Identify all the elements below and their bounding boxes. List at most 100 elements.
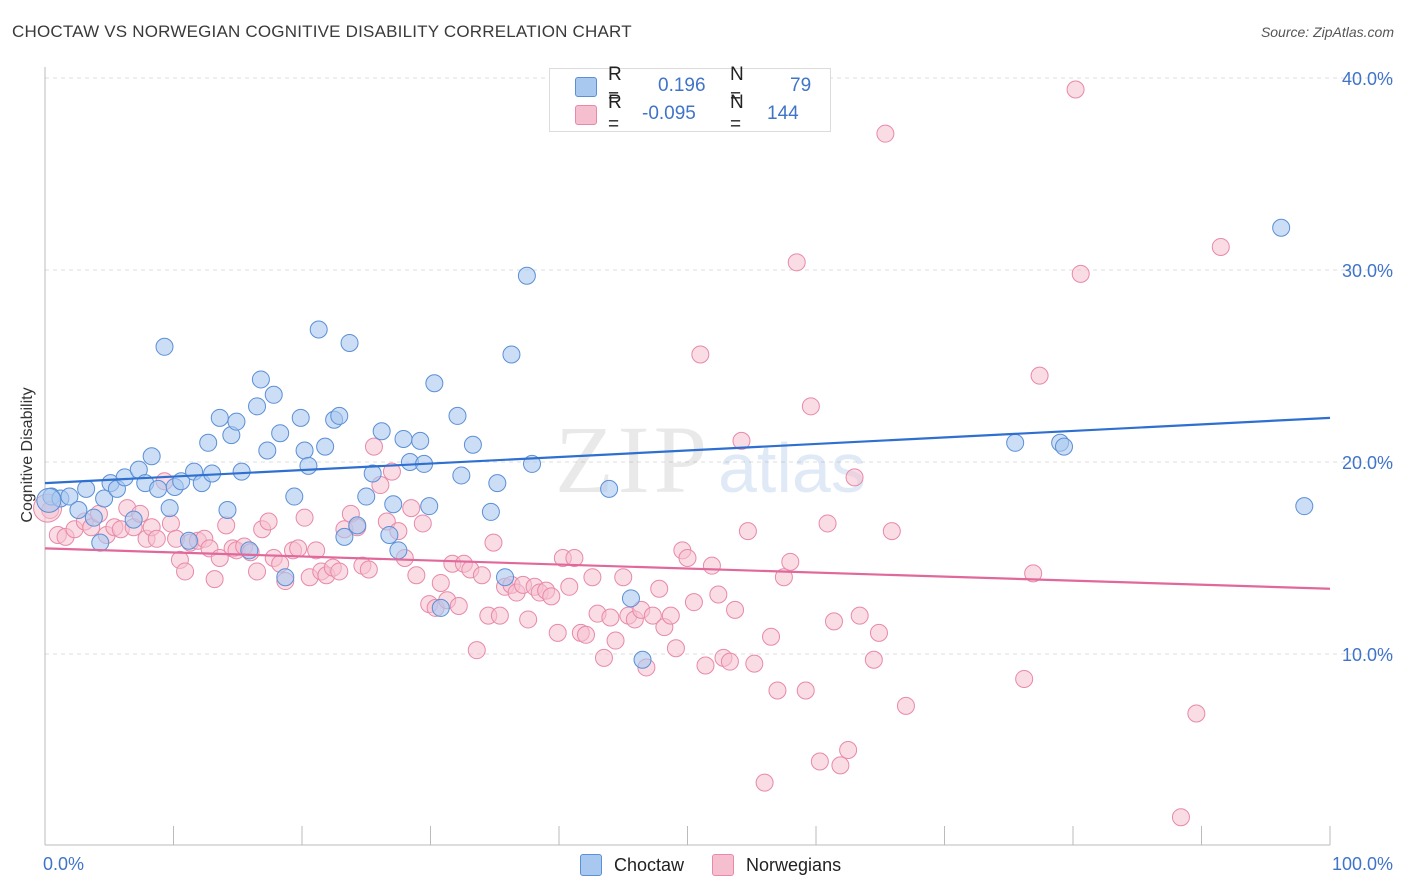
norwegian-point (781, 552, 800, 571)
choctaw-point (115, 468, 134, 487)
choctaw-point (271, 424, 290, 443)
norwegian-point (259, 512, 278, 531)
norwegian-point (696, 656, 715, 675)
norwegian-point (869, 623, 888, 642)
choctaw-point (633, 650, 652, 669)
norwegian-point (217, 516, 236, 535)
norwegian-point (810, 752, 829, 771)
y-tick-label: 10.0% (1342, 645, 1393, 665)
legend-n-label: N = (730, 92, 744, 135)
norwegian-point (666, 639, 685, 658)
norwegian-point (845, 468, 864, 487)
choctaw-point (69, 501, 88, 519)
norwegian-point (650, 579, 669, 598)
norwegian-point (449, 597, 468, 615)
legend-norwegians-label: Norwegians (746, 854, 842, 875)
norwegian-point (1066, 80, 1085, 99)
choctaw-point (340, 333, 359, 352)
norwegian-point (176, 562, 195, 581)
choctaw-point (258, 441, 277, 460)
choctaw-point (251, 370, 270, 389)
norwegian-point (762, 627, 781, 646)
norwegian-point (684, 593, 703, 612)
norwegian-point (147, 529, 166, 548)
choctaw-point (36, 487, 62, 513)
correlation-legend: R = 0.196 N = 79 R = -0.095 N = 144 (549, 64, 831, 135)
choctaw-point (330, 406, 349, 425)
norwegian-point (768, 681, 787, 700)
norwegian-point (1171, 808, 1190, 827)
choctaw-point (160, 499, 179, 518)
series-legend: Choctaw Norwegians (580, 852, 869, 878)
norwegian-point (738, 522, 757, 541)
x-tick-labels: 0.0% 100.0% (43, 854, 1393, 874)
choctaw-point (84, 508, 103, 527)
axes (44, 67, 1331, 846)
y-axis-label: Cognitive Disability (19, 387, 36, 523)
choctaw-point (291, 408, 310, 427)
y-tick-labels: 10.0% 20.0% 30.0% 40.0% (1342, 69, 1393, 665)
choctaw-point (394, 429, 413, 448)
norwegian-point (796, 681, 815, 700)
norwegian-point (876, 124, 895, 143)
choctaw-point (1006, 433, 1025, 452)
trend-lines (44, 416, 1331, 590)
norwegian-point (726, 600, 745, 619)
legend-r-label: R = (608, 64, 622, 107)
norwegian-point (307, 541, 326, 560)
choctaw-point (496, 568, 515, 587)
choctaw-point (481, 502, 500, 521)
norwegian-point (565, 549, 584, 567)
choctaw-point (420, 497, 439, 516)
choctaw-trend-line (44, 416, 1331, 485)
norwegian-point (490, 606, 509, 625)
norwegian-point (330, 562, 349, 581)
norwegian-point (818, 514, 837, 533)
choctaw-point (425, 374, 444, 393)
choctaw-points (36, 218, 1314, 669)
legend-r-value: -0.095 (642, 103, 696, 124)
norwegian-point (661, 606, 680, 625)
choctaw-point (372, 422, 391, 441)
choctaw-point (1272, 218, 1291, 237)
norwegian-point (606, 631, 625, 650)
choctaw-point (600, 479, 619, 498)
norwegian-point (678, 549, 697, 567)
choctaw-point (124, 510, 143, 529)
choctaw-point (210, 408, 229, 427)
legend-item-norwegians: Norwegians (712, 854, 841, 876)
choctaw-point (95, 489, 114, 508)
y-tick-label: 40.0% (1342, 69, 1393, 89)
choctaw-point (380, 525, 399, 544)
choctaw-point (240, 541, 259, 560)
norwegian-point (643, 606, 662, 625)
choctaw-point (149, 479, 168, 498)
norwegian-point (774, 568, 793, 587)
legend-r-label: R = (608, 92, 622, 135)
legend-n-label: N = (730, 64, 744, 107)
choctaw-point (218, 501, 237, 519)
norwegian-point (1015, 669, 1034, 688)
choctaw-point (227, 412, 246, 431)
choctaw-point (299, 456, 318, 475)
norwegian-point (289, 539, 308, 558)
x-tick-label-start: 0.0% (43, 854, 84, 874)
choctaw-point (179, 531, 198, 550)
norwegian-point (839, 741, 858, 759)
norwegian-point (732, 431, 751, 450)
norwegian-point (594, 648, 613, 667)
choctaw-point (411, 431, 430, 450)
norwegian-point (467, 641, 486, 660)
norwegian-point (583, 568, 602, 587)
legend-r-value: 0.196 (658, 75, 706, 96)
choctaw-point (357, 487, 376, 506)
norwegian-point (801, 397, 820, 416)
choctaw-point (232, 462, 251, 481)
norwegian-point (601, 608, 620, 627)
norwegian-point (614, 568, 633, 587)
norwegian-point (691, 345, 710, 364)
legend-item-choctaw: Choctaw (580, 854, 684, 876)
choctaw-point (431, 598, 450, 617)
choctaw-point (384, 495, 403, 514)
norwegian-point (364, 437, 383, 456)
